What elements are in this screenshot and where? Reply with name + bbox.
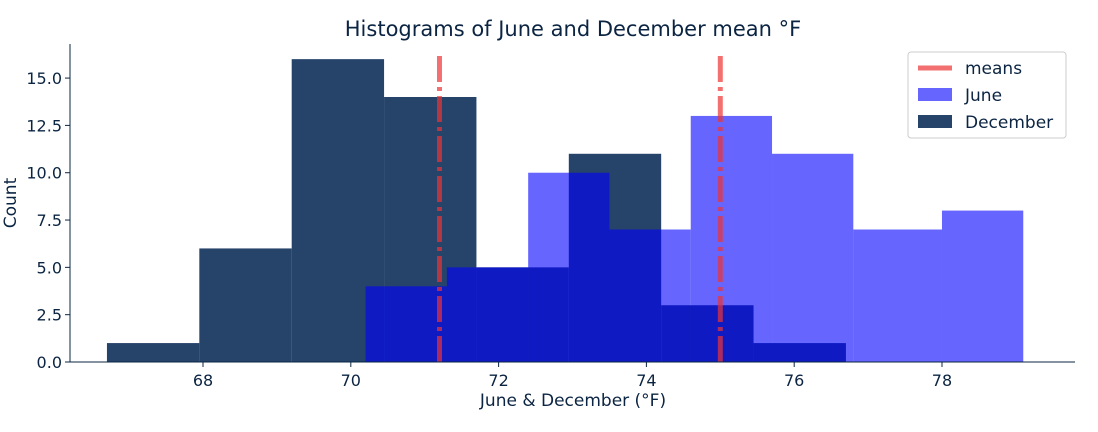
- legend-june-label: June: [964, 86, 1002, 106]
- axes: [69, 44, 1075, 363]
- june-bar: [446, 267, 529, 362]
- legend-december-swatch: [918, 115, 952, 128]
- y-tick-label: 7.5: [37, 211, 62, 230]
- june-bar: [528, 172, 610, 362]
- y-tick-label: 5.0: [37, 258, 62, 277]
- y-axis-label: Count: [1, 177, 21, 228]
- chart-title: Histograms of June and December mean °F: [345, 17, 801, 41]
- y-ticks: 0.0 2.5 5.0 7.5 10.0 12.5 15.0: [26, 69, 70, 372]
- y-tick-label: 0.0: [37, 353, 62, 372]
- june-bar: [853, 229, 942, 362]
- legend-december-label: December: [965, 113, 1053, 133]
- y-tick-label: 15.0: [26, 69, 62, 88]
- legend: means June December: [907, 51, 1067, 139]
- legend-means-label: means: [965, 59, 1022, 79]
- june-bar: [941, 210, 1024, 362]
- x-tick-label: 74: [636, 371, 656, 390]
- x-tick-label: 68: [193, 371, 213, 390]
- june-bars: [365, 115, 1024, 362]
- june-bar: [772, 153, 854, 362]
- x-tick-label: 76: [784, 371, 804, 390]
- y-tick-label: 10.0: [26, 164, 62, 183]
- june-bar: [690, 115, 773, 362]
- x-tick-label: 70: [341, 371, 361, 390]
- december-bar: [199, 248, 292, 362]
- x-axis-label: June & December (°F): [479, 391, 666, 411]
- y-tick-label: 2.5: [37, 306, 62, 325]
- mean-lines: [436, 52, 723, 362]
- june-bar: [609, 229, 691, 362]
- june-bar: [365, 286, 447, 362]
- december-bar: [106, 343, 200, 362]
- legend-june-swatch: [918, 88, 952, 101]
- x-tick-label: 78: [932, 371, 952, 390]
- x-tick-label: 72: [488, 371, 508, 390]
- x-ticks: 68 70 72 74 76 78: [193, 362, 952, 390]
- y-tick-label: 12.5: [26, 116, 62, 135]
